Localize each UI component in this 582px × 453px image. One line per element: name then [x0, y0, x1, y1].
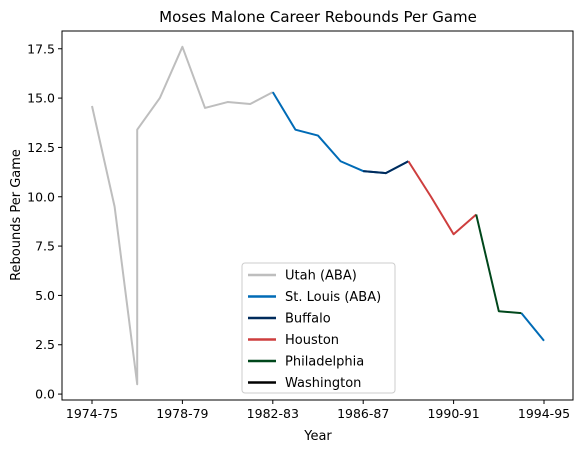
legend-label-philadelphia: Philadelphia [285, 355, 364, 370]
legend: Utah (ABA) St. Louis (ABA) Buffalo Houston P… [241, 262, 396, 394]
legend-label-houston: Houston [285, 333, 339, 348]
y-tick-label-15.0: 15.0 [27, 91, 55, 106]
legend-label-st-louis-aba: St. Louis (ABA) [285, 290, 381, 305]
chart-title: Moses Malone Career Rebounds Per Game [159, 8, 477, 26]
legend-label-washington: Washington [285, 376, 361, 391]
x-tick-label-1978-79: 1978-79 [156, 406, 208, 421]
y-tick-label-12.5: 12.5 [27, 140, 55, 155]
series-line-buffalo [363, 160, 409, 175]
y-tick-label-7.5: 7.5 [35, 239, 55, 254]
y-tick-label-17.5: 17.5 [27, 41, 55, 56]
legend-label-utah-aba: Utah (ABA) [285, 269, 357, 284]
series-lines [91, 45, 545, 386]
x-tick-label-1974-75: 1974-75 [66, 406, 118, 421]
series-line-st-louis-aba-1 [520, 312, 545, 342]
y-axis: 0.0 2.5 5.0 7.5 10.0 12.5 15.0 17.5 [27, 41, 62, 402]
y-tick-label-0.0: 0.0 [35, 387, 55, 402]
x-tick-label-1986-87: 1986-87 [337, 406, 389, 421]
plot-frame [61, 30, 574, 401]
y-tick-label-5.0: 5.0 [35, 288, 55, 303]
series-line-st-louis-aba [271, 91, 409, 175]
series-line-philadelphia [475, 214, 522, 315]
y-tick-label-2.5: 2.5 [35, 337, 55, 352]
x-tick-label-1994-95: 1994-95 [518, 406, 570, 421]
series-line-houston [407, 160, 477, 236]
y-tick-label-10.0: 10.0 [27, 189, 55, 204]
x-axis-title: Year [303, 429, 332, 444]
legend-label-buffalo: Buffalo [285, 312, 331, 327]
x-tick-label-1982-83: 1982-83 [247, 406, 299, 421]
series-line-utah-aba [91, 45, 274, 386]
x-tick-label-1990-91: 1990-91 [427, 406, 479, 421]
x-axis: 1974-75 1978-79 1982-83 1986-87 1990-91 1994-… [66, 400, 570, 421]
legend-box [241, 262, 396, 394]
y-axis-title: Rebounds Per Game [9, 149, 24, 281]
